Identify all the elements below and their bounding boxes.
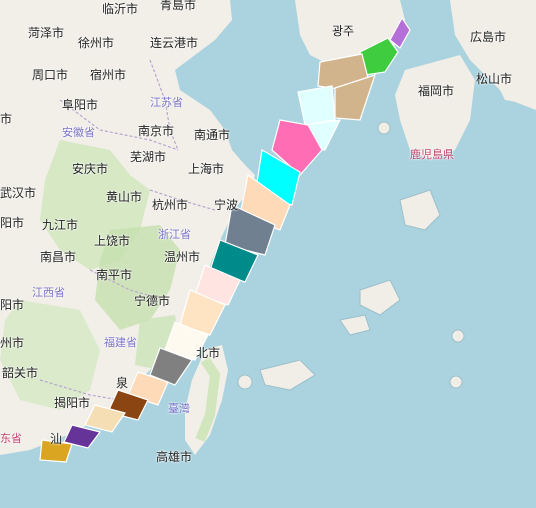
- province-label-jiangxi: 江西省: [32, 286, 65, 299]
- city-label-shanghai: 上海市: [188, 162, 225, 176]
- forest-area: [0, 300, 100, 410]
- city-label-linyi: 临沂市: [102, 2, 139, 16]
- province-label-jiangsu: 江苏省: [150, 96, 183, 109]
- region-teal: [209, 239, 259, 283]
- province-label-guangdong: 东省: [0, 432, 22, 445]
- island: [359, 279, 401, 316]
- province-label-fujian: 福建省: [104, 336, 137, 349]
- city-label-xiangyang: 阳市: [0, 216, 25, 230]
- city-label-zhoukou: 周口市: [32, 68, 69, 82]
- city-label-hiroshima: 広島市: [470, 30, 507, 44]
- island: [399, 189, 441, 231]
- city-label-xuzhou: 徐州市: [78, 36, 115, 50]
- city-label-matsuyama: 松山市: [476, 72, 513, 86]
- province-label-kagoshima: 鹿児島県: [410, 148, 454, 161]
- forest-area: [95, 225, 180, 330]
- city-label-nanchang: 南昌市: [40, 250, 77, 264]
- island: [339, 314, 371, 336]
- city-label-xinyang: 市: [0, 112, 13, 126]
- region-pink: [271, 119, 323, 176]
- city-label-wuhan: 武汉市: [0, 186, 37, 200]
- region-wheat: [84, 404, 126, 433]
- city-label-hangzhou: 杭州市: [152, 198, 189, 212]
- region-strip: [39, 16, 411, 463]
- city-label-nanping: 南平市: [96, 268, 133, 282]
- city-label-jieyang: 揭阳市: [54, 396, 91, 410]
- region-slategray: [224, 204, 276, 256]
- city-label-suzhou: 宿州市: [90, 68, 127, 82]
- city-label-ningde: 宁德市: [134, 294, 171, 308]
- city-label-wuhu: 芜湖市: [130, 150, 167, 164]
- region-floralwhite: [164, 321, 209, 361]
- city-label-yang2: 阳市: [0, 298, 25, 312]
- city-label-huangshan: 黄山市: [106, 190, 143, 204]
- city-label-wenzhou: 温州市: [164, 250, 201, 264]
- province-label-zhejiang: 浙江省: [158, 228, 191, 241]
- region-gray: [149, 347, 193, 386]
- city-label-ningbo: 宁波: [214, 198, 239, 212]
- region-tan-2: [334, 74, 376, 121]
- city-label-nanjing: 南京市: [138, 124, 175, 138]
- island: [259, 359, 316, 391]
- city-label-shangrao: 上饶市: [94, 234, 131, 248]
- city-label-heze: 菏泽市: [28, 26, 65, 40]
- city-label-gwangju: 광주: [332, 24, 355, 38]
- city-label-kaohsiung: 高雄市: [156, 450, 193, 464]
- region-purple-sw: [63, 424, 102, 449]
- city-label-lianyungang: 连云港市: [150, 36, 199, 50]
- region-purple-ne: [389, 16, 411, 49]
- city-label-shaoguan: 韶关市: [2, 366, 39, 380]
- city-label-taipei: 北市: [196, 346, 221, 360]
- region-goldenrod: [39, 439, 73, 463]
- region-bisque: [179, 289, 226, 336]
- city-label-nantong: 南通市: [194, 128, 231, 142]
- city-label-anqing: 安庆市: [72, 162, 109, 176]
- city-label-quanzhou: 泉: [116, 376, 129, 390]
- japan-kyushu: [395, 55, 475, 160]
- province-label-anhui: 安徽省: [62, 126, 95, 139]
- city-label-zhou: 州市: [0, 336, 25, 350]
- province-label-taiwan: 臺灣: [168, 402, 190, 415]
- city-label-jiujiang: 九江市: [42, 218, 79, 232]
- city-label-shanwei: 汕: [50, 432, 63, 446]
- region-mistyrose: [194, 264, 241, 306]
- region-lightcyan: [297, 85, 336, 126]
- japan-shikoku: [490, 65, 536, 105]
- city-label-fuyang: 阜阳市: [62, 98, 99, 112]
- city-label-qingdao: 青島市: [160, 0, 197, 12]
- city-label-fukuoka: 福岡市: [418, 84, 455, 98]
